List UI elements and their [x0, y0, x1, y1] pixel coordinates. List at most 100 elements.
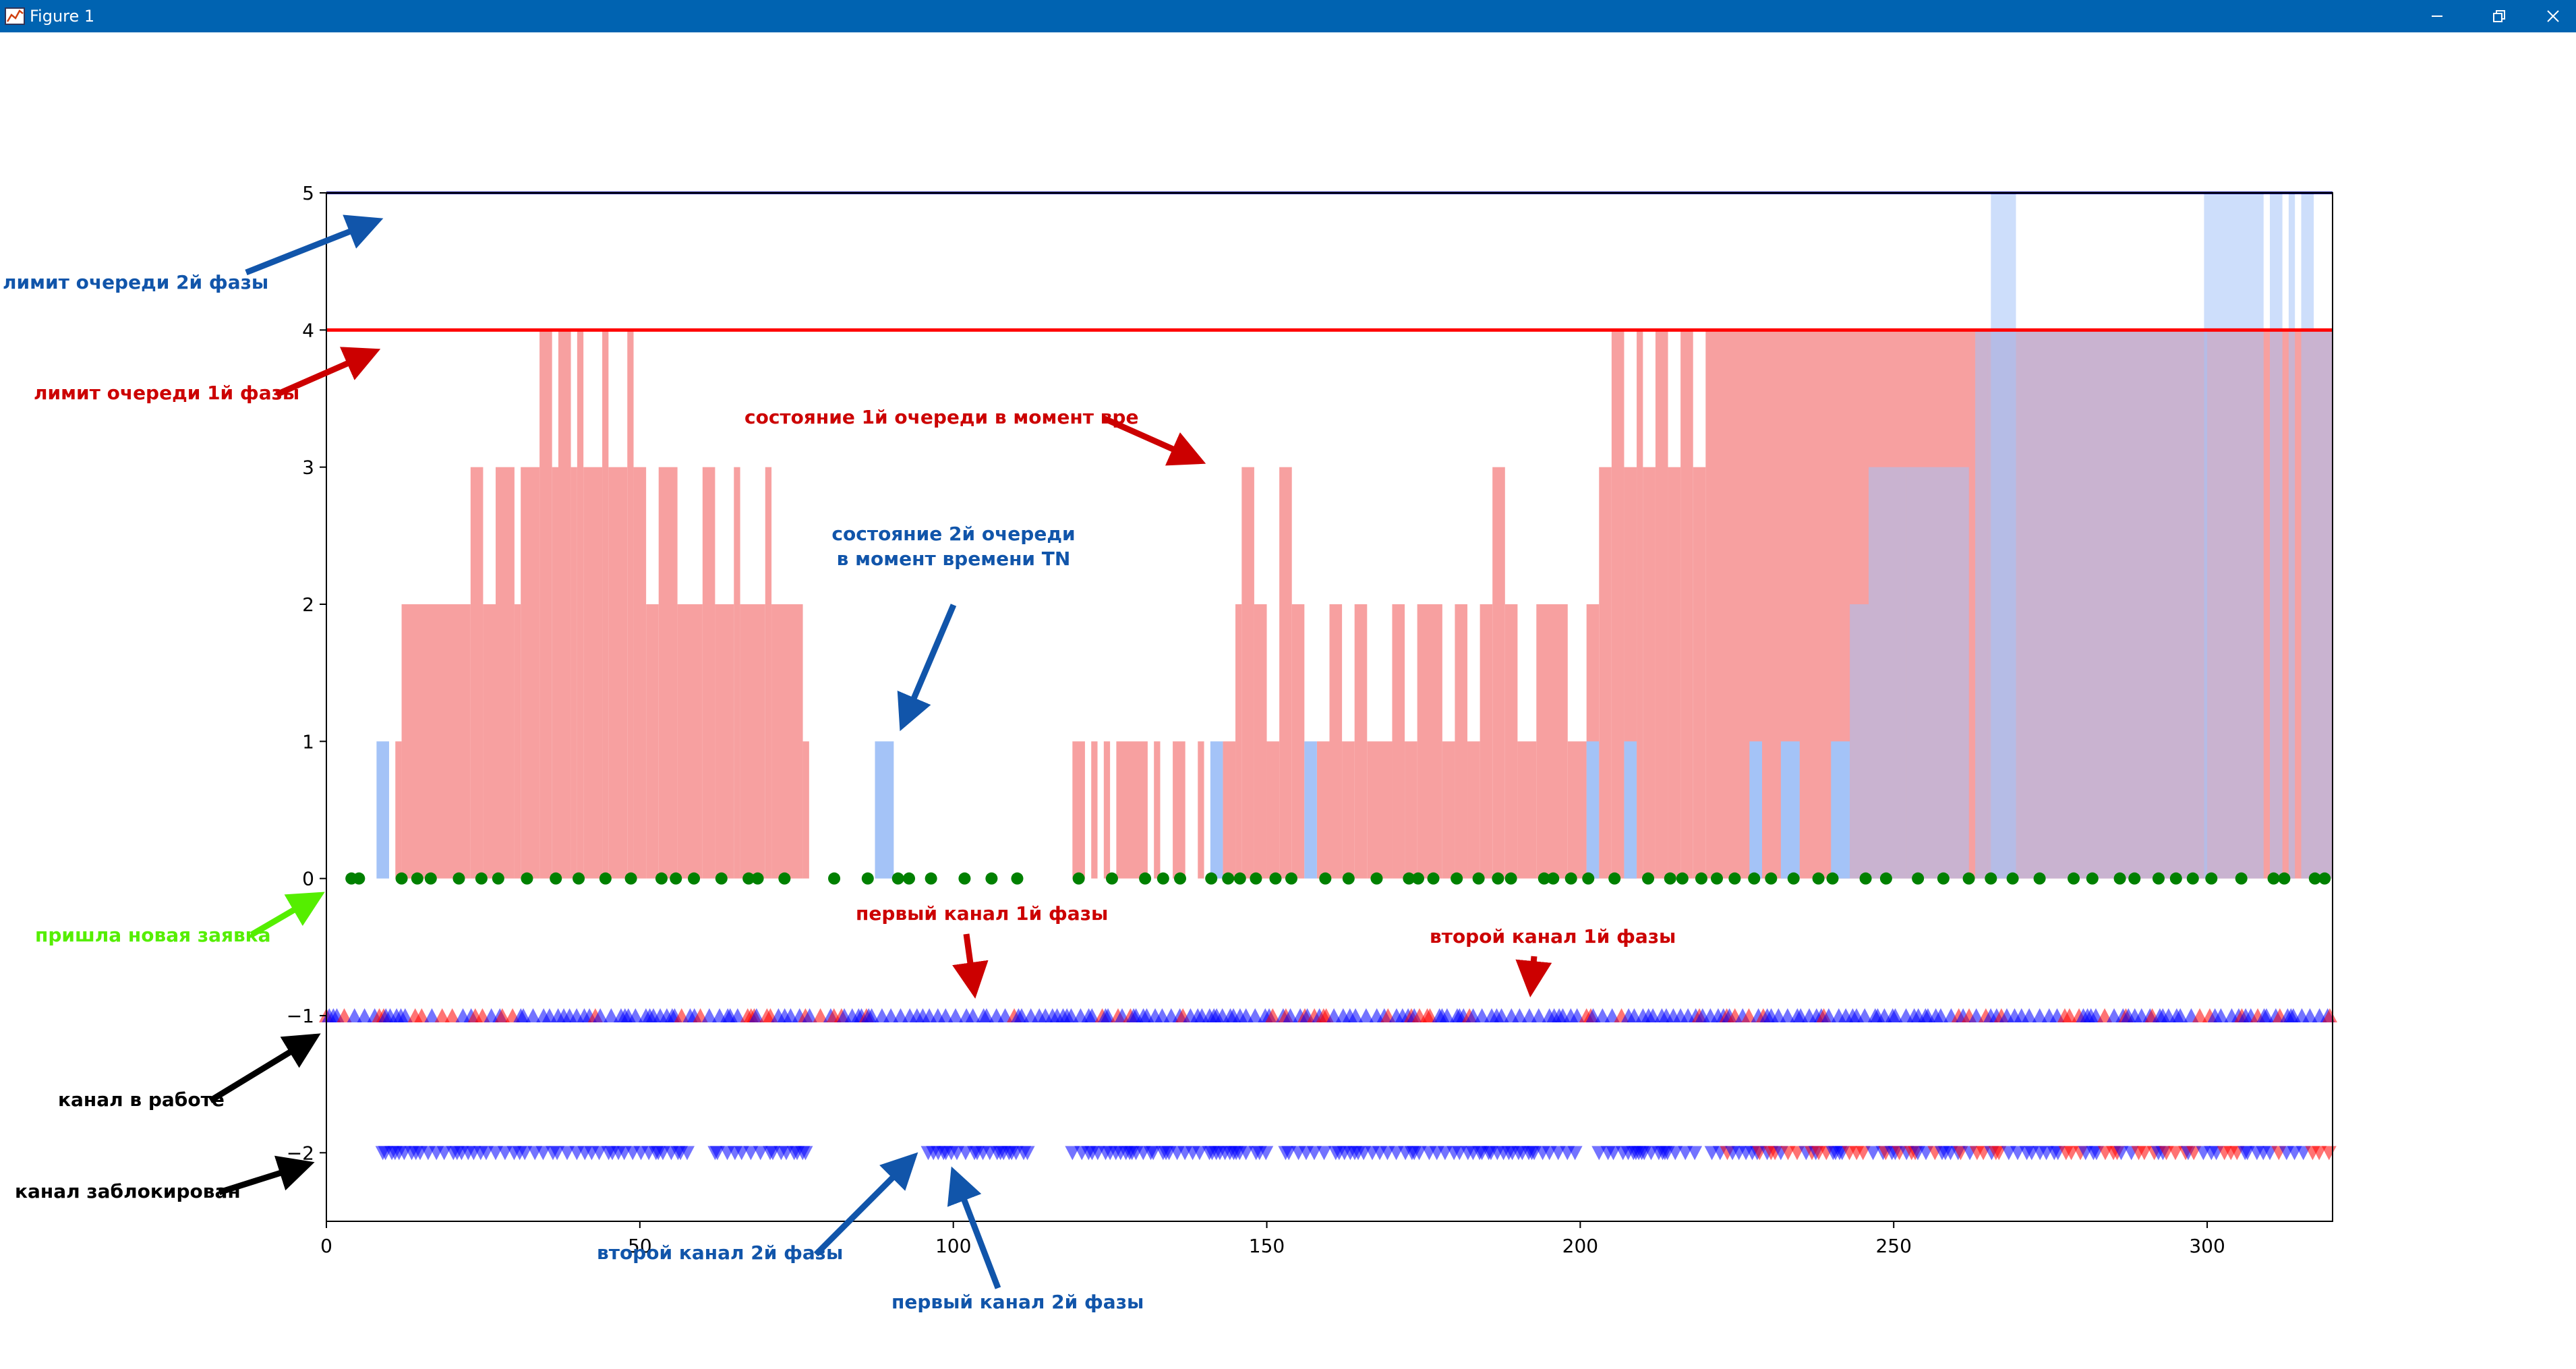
arrival-marker-47 [1492, 872, 1504, 885]
arrival-marker-19 [778, 872, 791, 885]
arrival-marker-16 [715, 872, 728, 885]
channel-work-marker-65 [749, 1008, 764, 1022]
channel-work-marker-291 [2213, 1008, 2229, 1022]
minimize-button[interactable] [2406, 0, 2468, 32]
queue2-state-series [376, 193, 2333, 879]
queue1-bar-68 [1693, 467, 1706, 879]
queue1-bar-57 [1536, 604, 1568, 879]
queue1-bar-34 [1198, 741, 1204, 879]
arrival-marker-13 [655, 872, 668, 885]
queue1-bar-5 [514, 604, 521, 879]
channel-work-marker-16 [414, 1008, 430, 1022]
channel-work-marker-14 [397, 1008, 413, 1022]
arrival-marker-25 [958, 872, 971, 885]
arrival-marker-49 [1538, 872, 1550, 885]
queue2-bar-19 [2314, 330, 2333, 879]
queue1-bar-26 [802, 741, 809, 879]
arrival-marker-33 [1205, 872, 1218, 885]
arrival-marker-46 [1472, 872, 1485, 885]
queue1-bar-61 [1611, 330, 1624, 879]
arrow-channel-working [208, 1033, 321, 1103]
arrival-marker-7 [492, 872, 504, 885]
channel-work-marker-273 [2097, 1008, 2113, 1022]
queue1-bar-39 [1266, 741, 1280, 879]
arrival-marker-60 [1748, 872, 1761, 885]
queue1-bar-48 [1405, 741, 1417, 879]
arrival-marker-3 [411, 872, 423, 885]
queue2-bar-13 [1975, 330, 1988, 879]
channel-work-marker-45 [628, 1008, 643, 1022]
annotation-channel1-phase1: первый канал 1й фазы [856, 902, 1108, 925]
channel-work-marker-197 [1604, 1008, 1620, 1022]
queue1-bar-36 [1235, 604, 1242, 879]
annotation-channel-working: канал в работе [58, 1088, 225, 1111]
channel-blocked-marker-32 [591, 1146, 607, 1161]
queue2-bar-10 [1869, 467, 1906, 879]
channel-work-marker-195 [1585, 1008, 1601, 1022]
queue2-bar-5 [1624, 741, 1637, 879]
queue1-bar-20 [702, 467, 715, 879]
arrival-marker-53 [1608, 872, 1621, 885]
arrival-marker-56 [1676, 872, 1689, 885]
channel-blocked-marker-81 [1020, 1146, 1035, 1161]
channel-work-marker-73 [802, 1008, 817, 1022]
queue1-bar-21 [715, 604, 734, 879]
arrival-marker-43 [1411, 872, 1424, 885]
arrival-marker-15 [688, 872, 701, 885]
channel-work-marker-30 [525, 1008, 541, 1022]
channel-blocked-marker-249 [2113, 1146, 2129, 1161]
arrival-marker-72 [2033, 872, 2046, 885]
queue1-bar-27 [1072, 741, 1085, 879]
restore-icon [2493, 10, 2505, 22]
arrival-marker-82 [2267, 872, 2280, 885]
queue1-bar-2 [470, 467, 484, 879]
axes-frame [326, 192, 2333, 1222]
arrow-channel1-phase1 [952, 933, 989, 999]
channel-work-marker-286 [2173, 1008, 2188, 1022]
close-button[interactable] [2530, 0, 2576, 32]
arrival-marker-5 [452, 872, 465, 885]
queue2-bar-7 [1780, 741, 1800, 879]
channel-blocked-marker-208 [1855, 1146, 1871, 1161]
arrival-marker-77 [2152, 872, 2165, 885]
window-titlebar: Figure 1 [0, 0, 2576, 32]
event-markers [319, 872, 2337, 1161]
arrival-marker-12 [624, 872, 637, 885]
queue1-bar-13 [602, 330, 609, 879]
y-tick-label-6: 4 [302, 319, 314, 341]
queue1-bar-24 [765, 467, 772, 879]
channel-blocked-marker-18 [478, 1146, 494, 1161]
queue2-bar-14 [1987, 330, 2208, 879]
channel-work-marker-155 [1326, 1008, 1342, 1022]
arrival-marker-85 [2318, 872, 2331, 885]
matplotlib-app-icon [5, 7, 25, 25]
annotation-queue2-state-line2: в момент времени TN [837, 548, 1071, 570]
queue1-bar-63 [1637, 330, 1643, 879]
queue1-bar-56 [1517, 741, 1537, 879]
channel-blocked-marker-61 [798, 1146, 813, 1161]
arrival-marker-1 [353, 872, 365, 885]
arrival-marker-37 [1269, 872, 1282, 885]
queue1-bar-65 [1655, 330, 1668, 879]
annotations: лимит очереди 2й фазы лимит очереди 1й ф… [3, 214, 1676, 1313]
queue1-bar-8 [552, 467, 558, 879]
queue1-bar-38 [1254, 604, 1267, 879]
arrival-marker-27 [1011, 872, 1024, 885]
restore-button[interactable] [2468, 0, 2530, 32]
queue1-bar-33 [1173, 741, 1185, 879]
channel-work-marker-117 [1101, 1008, 1116, 1022]
queue1-bar-3 [483, 604, 496, 879]
queue1-bar-58 [1567, 741, 1587, 879]
x-tick-label-2: 100 [935, 1235, 971, 1257]
arrival-marker-65 [1859, 872, 1872, 885]
channel-work-marker-299 [2258, 1008, 2274, 1022]
channel-blocked-marker-180 [1678, 1146, 1693, 1161]
channel-blocked-marker-231 [1991, 1146, 2007, 1161]
queue1-bar-9 [558, 330, 571, 879]
arrival-marker-34 [1222, 872, 1235, 885]
channel-blocked-marker-97 [1146, 1146, 1161, 1161]
channel-work-marker-186 [1531, 1008, 1546, 1022]
arrow-queue2-limit [245, 214, 384, 276]
channel-blocked-marker-163 [1567, 1146, 1583, 1161]
queue1-bar-12 [583, 467, 603, 879]
